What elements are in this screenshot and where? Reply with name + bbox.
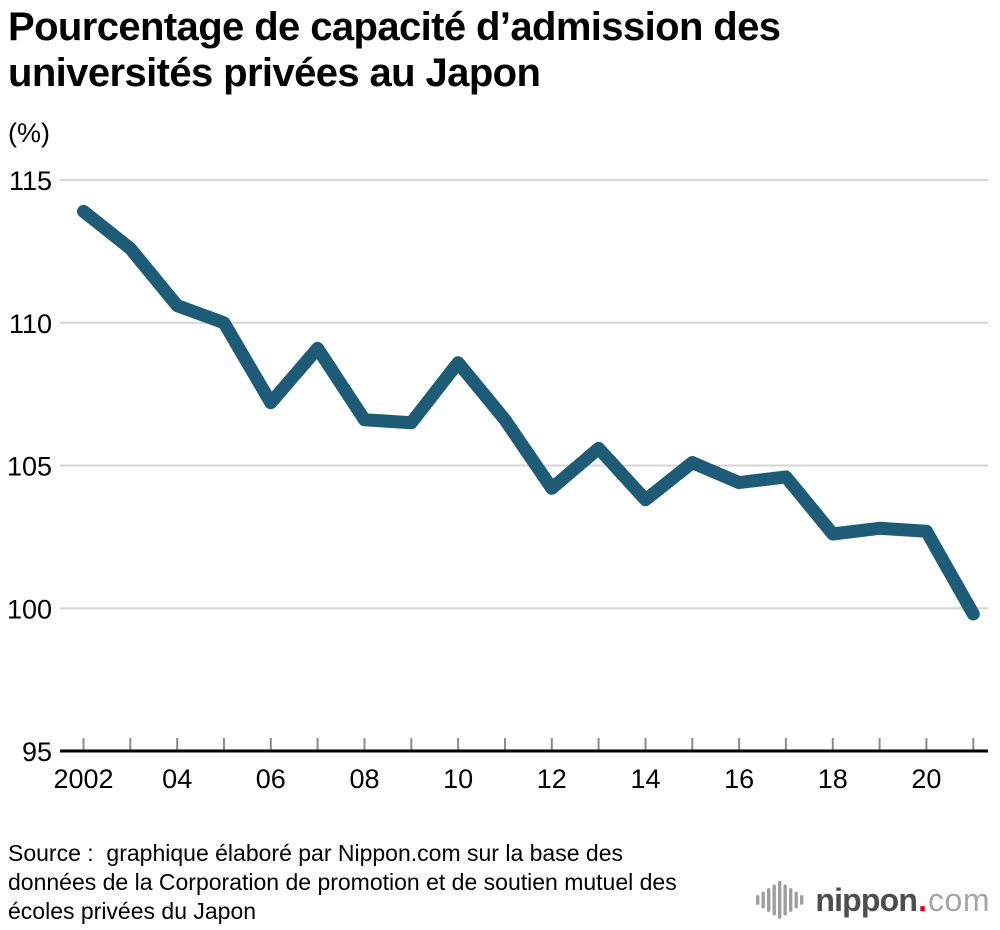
x-tick-label: 2002 xyxy=(53,764,113,794)
x-tick-label: 10 xyxy=(443,764,473,794)
x-tick-label: 16 xyxy=(724,764,754,794)
x-tick-label: 20 xyxy=(911,764,941,794)
chart-title-line1: Pourcentage de capacité d’admission des xyxy=(8,5,781,49)
logo-name: nippon xyxy=(815,881,918,918)
x-tick-label: 08 xyxy=(349,764,379,794)
x-tick-label: 12 xyxy=(537,764,567,794)
y-tick-label: 110 xyxy=(9,309,52,339)
logo-dot: . xyxy=(918,881,928,918)
y-axis-unit-label: (%) xyxy=(8,118,50,148)
nippon-com-wordmark: nippon . com xyxy=(815,882,990,919)
data-series-line xyxy=(77,204,980,621)
y-tick-label: 95 xyxy=(22,737,52,767)
nippon-com-logo: nippon . com xyxy=(756,878,990,922)
y-tick-label: 100 xyxy=(7,594,52,624)
chart-title-line2: universités privées au Japon xyxy=(8,51,541,95)
soundwave-bars-icon xyxy=(756,881,804,919)
y-tick-label: 115 xyxy=(9,166,52,196)
x-tick-label: 06 xyxy=(256,764,286,794)
y-tick-label: 105 xyxy=(7,452,52,482)
x-tick-label: 18 xyxy=(818,764,848,794)
x-tick-label: 04 xyxy=(162,764,192,794)
chart-title: Pourcentage de capacité d’admission des … xyxy=(8,4,948,96)
x-tick-label: 14 xyxy=(630,764,660,794)
source-note: Source : graphique élaboré par Nippon.co… xyxy=(8,840,677,924)
logo-tld: com xyxy=(928,881,990,918)
